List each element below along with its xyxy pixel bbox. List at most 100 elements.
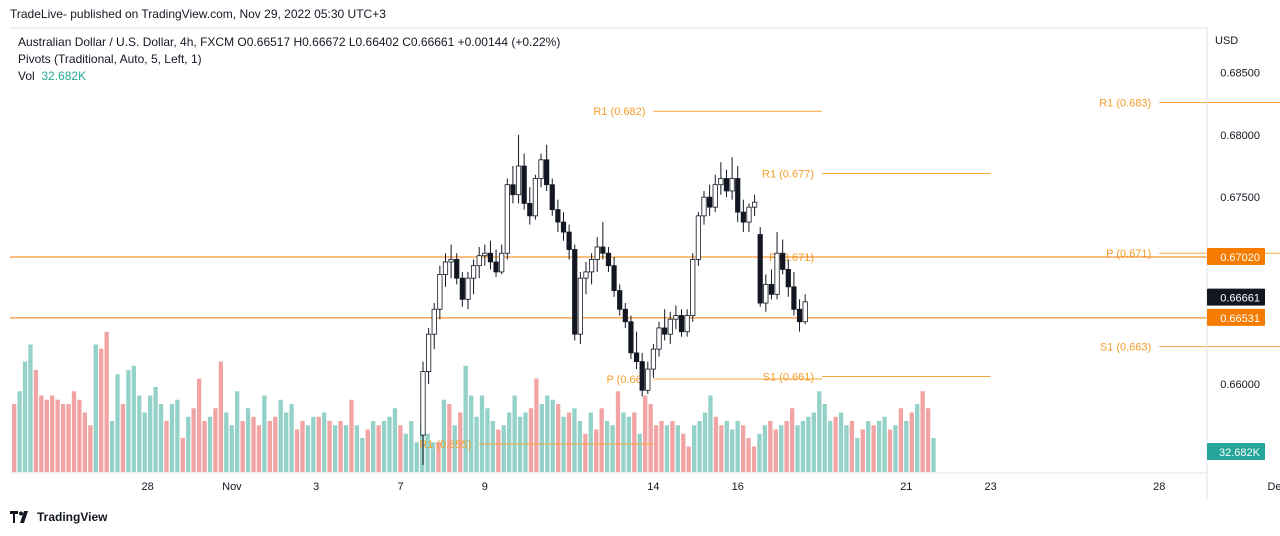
volume-bar — [316, 416, 321, 472]
candle-down — [780, 252, 786, 270]
volume-bar — [381, 421, 387, 472]
volume-bar — [44, 399, 49, 472]
volume-bar — [882, 416, 887, 472]
volume-bar — [697, 421, 702, 472]
volume-bar — [860, 429, 865, 472]
price-tick-label: 0.68500 — [1220, 68, 1260, 80]
volume-bar — [795, 425, 800, 472]
volume-value: 32.682K — [41, 69, 87, 83]
price-tags: 0.67020 0.66531 0.66661 32.682K — [1207, 247, 1265, 460]
volume-bar — [338, 421, 343, 472]
volume-bar — [55, 399, 60, 472]
pivots-indicator-label[interactable]: Pivots (Traditional, Auto, 5, Left, 1) — [18, 52, 202, 66]
volume-bar — [392, 408, 398, 472]
volume-bar — [871, 425, 876, 472]
volume-bar — [365, 429, 370, 472]
volume-legend[interactable]: Vol 32.682K — [18, 68, 560, 85]
volume-bar — [224, 412, 229, 472]
volume-bar — [371, 421, 376, 472]
volume-label: Vol — [18, 69, 35, 83]
volume-bar — [148, 395, 153, 472]
volume-bar — [175, 399, 180, 472]
tradingview-brand[interactable]: TradingView — [10, 510, 107, 524]
candle-up — [499, 252, 505, 273]
candle-down — [493, 261, 499, 273]
candle-up — [667, 318, 673, 335]
volume-bar — [229, 425, 234, 472]
volume-bar — [817, 391, 822, 472]
volume-bar — [387, 416, 392, 472]
candle-up — [645, 368, 651, 391]
volume-bar — [109, 421, 115, 472]
volume-bar — [517, 416, 523, 472]
volume-bar — [468, 395, 474, 472]
candle-up — [763, 283, 769, 304]
volume-bar — [925, 408, 931, 472]
volume-bar — [360, 438, 365, 472]
volume-bar — [751, 446, 757, 472]
volume-bar — [169, 404, 175, 472]
volume-bar — [137, 395, 142, 472]
volume-bar — [235, 391, 240, 472]
volume-bar — [142, 412, 147, 472]
volume-bar — [66, 404, 71, 472]
pivot-label: S1 (0.661) — [763, 372, 814, 384]
price-tick-label: 0.66000 — [1220, 379, 1260, 391]
volume-bar — [724, 421, 729, 472]
volume-bar — [311, 416, 316, 472]
candle-up — [746, 206, 752, 223]
volume-bar — [876, 421, 882, 472]
candle-up — [448, 259, 454, 263]
candle-down — [740, 211, 746, 223]
candle-up — [442, 261, 449, 275]
volume-bar — [327, 421, 332, 472]
volume-bar — [779, 425, 784, 472]
volume-bar — [561, 416, 566, 472]
volume-bar — [920, 391, 925, 472]
volume-bar — [452, 425, 457, 472]
volume-bar — [800, 421, 806, 472]
volume-bar — [686, 446, 691, 472]
volume-bar — [202, 421, 207, 472]
volume-bar — [828, 421, 833, 472]
volume-bar — [822, 404, 827, 472]
candle-down — [628, 321, 634, 354]
candle-down — [791, 286, 797, 310]
volume-bar — [534, 378, 539, 472]
volume-bar — [566, 412, 572, 472]
candle-down — [487, 252, 494, 263]
volume-bar — [82, 412, 88, 472]
volume-bar — [93, 344, 98, 472]
volume-bar — [692, 425, 697, 472]
candle-down — [796, 308, 803, 323]
volume-bars — [12, 331, 936, 472]
candle-up — [426, 333, 432, 372]
time-tick-label: 7 — [397, 481, 403, 493]
volume-bar — [104, 331, 109, 472]
volume-bar — [599, 408, 604, 472]
currency-label: USD — [1215, 35, 1238, 47]
volume-bar — [757, 433, 762, 472]
volume-bar — [245, 408, 251, 472]
volume-bar — [191, 408, 196, 472]
volume-bar — [626, 416, 632, 472]
volume-bar — [632, 412, 637, 472]
candle-up — [431, 308, 437, 335]
chart-legend: Australian Dollar / U.S. Dollar, 4h, FXC… — [18, 34, 560, 85]
volume-bar — [294, 429, 300, 472]
candle-up — [420, 371, 426, 436]
volume-bar — [186, 416, 191, 472]
volume-bar — [153, 387, 158, 472]
volume-bar — [621, 412, 626, 472]
volume-bar — [284, 412, 289, 472]
volume-bar — [588, 412, 593, 472]
volume-bar — [528, 408, 534, 472]
volume-bar — [164, 421, 169, 472]
candle-down — [622, 308, 628, 323]
candle-down — [785, 269, 791, 288]
pivot-label: S1 (0.663) — [1100, 342, 1151, 354]
volume-bar — [322, 412, 327, 472]
volume-bar — [196, 378, 202, 472]
candle-down — [600, 246, 606, 254]
